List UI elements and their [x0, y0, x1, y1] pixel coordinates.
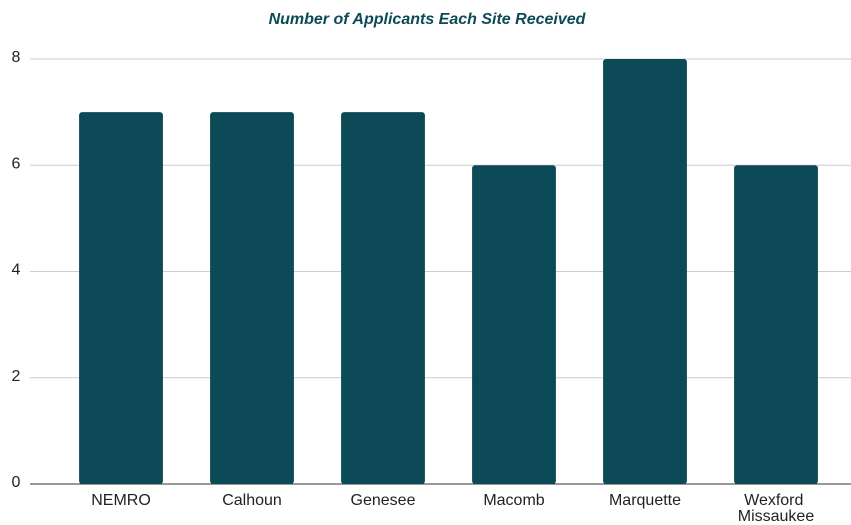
bar	[341, 112, 425, 484]
x-tick-label: Calhoun	[222, 492, 282, 509]
x-tick-label: Macomb	[483, 492, 544, 509]
x-tick-label: Genesee	[351, 492, 416, 509]
bar	[79, 112, 163, 484]
chart-title: Number of Applicants Each Site Received	[269, 11, 587, 28]
x-tick-label: NEMRO	[91, 492, 151, 509]
y-tick-label: 8	[12, 49, 21, 66]
bar	[210, 112, 294, 484]
y-tick-label: 6	[12, 155, 21, 172]
y-tick-label: 0	[12, 474, 21, 491]
bar	[472, 165, 556, 484]
y-tick-label: 2	[12, 368, 21, 385]
y-tick-label: 4	[12, 262, 21, 279]
x-tick-label: Wexford Missaukee	[738, 492, 815, 525]
bar	[734, 165, 818, 484]
x-tick-label: Marquette	[609, 492, 681, 509]
bar	[603, 59, 687, 484]
